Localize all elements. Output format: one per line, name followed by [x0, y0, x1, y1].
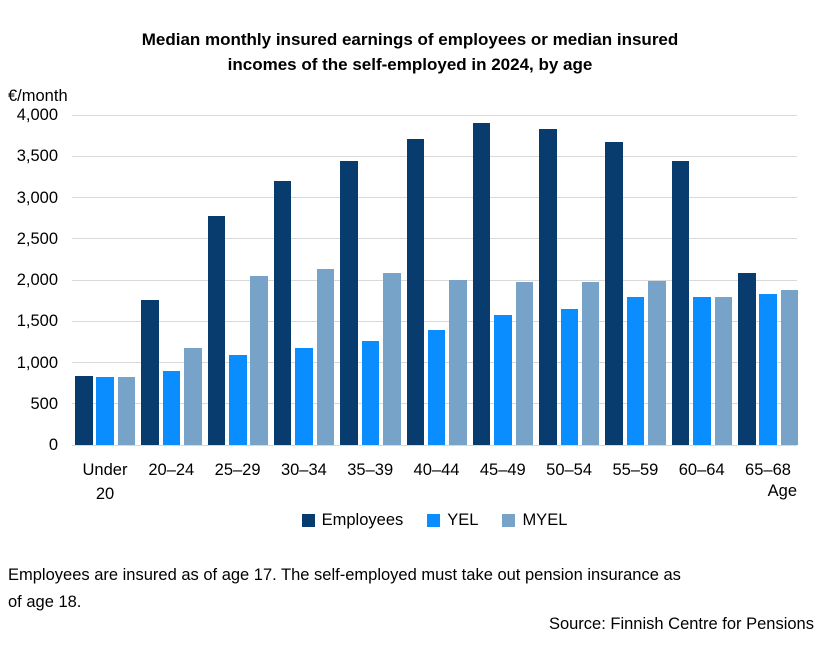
bar-employees	[539, 129, 557, 445]
y-axis-unit-label: €/month	[8, 87, 68, 105]
y-tick-label: 0	[48, 436, 58, 454]
gridline	[72, 197, 797, 198]
chart-title-line-2: incomes of the self-employed in 2024, by…	[227, 55, 593, 74]
bar-myel	[383, 273, 401, 445]
legend-item-employees: Employees	[301, 511, 404, 530]
bar-yel	[560, 308, 578, 445]
bar-employees	[671, 161, 690, 445]
y-tick-label: 2,000	[16, 271, 58, 289]
bar-yel	[427, 330, 446, 445]
x-axis-title: Age	[767, 482, 797, 500]
x-tick-label: 55–59	[612, 461, 659, 479]
bar-myel	[648, 280, 666, 445]
y-tick-label: 3,500	[16, 147, 58, 166]
gridline	[72, 238, 797, 240]
y-tick-label: 4,000	[16, 106, 58, 124]
bar-myel	[250, 275, 268, 445]
y-axis-tick-labels: 4,000 3,500 3,000 2,500 2,000 1,500 1,000 500 0	[0, 106, 58, 454]
bar-myel	[449, 280, 467, 445]
bar-myel	[581, 281, 600, 445]
x-tick-label: Under 20	[82, 461, 128, 503]
legend-item-myel: MYEL	[502, 511, 567, 530]
x-tick-label: 60–64	[678, 461, 725, 479]
gridline	[72, 155, 797, 157]
y-tick-label: 500	[30, 394, 58, 413]
bar-employees	[605, 142, 623, 445]
gridline	[72, 320, 797, 322]
source-note: Source: Finnish Centre for Pensions	[548, 615, 814, 633]
bar-employees	[472, 123, 491, 445]
bar-myel	[184, 347, 202, 445]
bar-myel	[515, 281, 534, 445]
gridline	[72, 114, 797, 116]
y-tick-label: 1,000	[16, 353, 58, 372]
legend-swatch-yel	[427, 514, 441, 527]
bar-employees	[406, 138, 424, 445]
legend-label: MYEL	[522, 511, 568, 529]
x-tick-label: 25–29	[214, 461, 261, 479]
bar-yel	[494, 315, 512, 445]
bar-myel	[714, 296, 732, 445]
y-tick-label: 2,500	[16, 229, 58, 248]
chart-title-line-1: Median monthly insured earnings of emplo…	[141, 30, 679, 49]
bar-yel	[229, 355, 247, 445]
legend-swatch-employees	[301, 514, 315, 527]
legend-item-yel: YEL	[427, 511, 478, 530]
bar-yel	[693, 296, 711, 445]
legend-label: YEL	[447, 511, 479, 529]
y-tick-label: 3,000	[16, 188, 58, 207]
x-tick-label: 45–49	[479, 461, 526, 479]
bar-yel	[626, 296, 645, 445]
x-tick-label: 65–68	[745, 461, 791, 479]
x-tick-label: 40–44	[413, 461, 460, 479]
x-tick-label: 30–34	[280, 461, 327, 479]
bar-employees	[141, 299, 159, 445]
x-tick-label: 35–39	[347, 461, 394, 479]
bar-yel	[162, 370, 181, 445]
legend-label: Employees	[321, 511, 404, 529]
bar-yel	[759, 294, 777, 445]
bar-employees	[75, 375, 93, 445]
plot-area	[72, 114, 799, 446]
legend: Employees YEL MYEL	[72, 511, 797, 530]
footnote-line-1: Employees are insured as of age 17. The …	[8, 566, 681, 584]
legend-swatch-myel	[502, 514, 516, 527]
gridline	[72, 279, 797, 281]
gridline	[72, 444, 797, 446]
footnote: Employees are insured as of age 17. The …	[8, 562, 814, 616]
footnote-line-2: of age 18.	[8, 593, 82, 611]
bar-myel	[117, 377, 136, 445]
bar-employees	[273, 181, 292, 445]
bar-employees	[738, 273, 756, 445]
bar-myel	[316, 269, 335, 445]
bar-employees	[207, 215, 226, 445]
bar-myel	[780, 289, 799, 445]
x-tick-label: 50–54	[546, 461, 593, 479]
x-tick-label: 20–24	[148, 461, 195, 479]
bar-employees	[340, 161, 358, 445]
y-tick-label: 1,500	[16, 312, 58, 331]
bar-yel	[96, 376, 114, 445]
bar-yel	[361, 341, 380, 445]
bar-yel	[295, 348, 313, 445]
chart-title: Median monthly insured earnings of emplo…	[0, 27, 820, 77]
